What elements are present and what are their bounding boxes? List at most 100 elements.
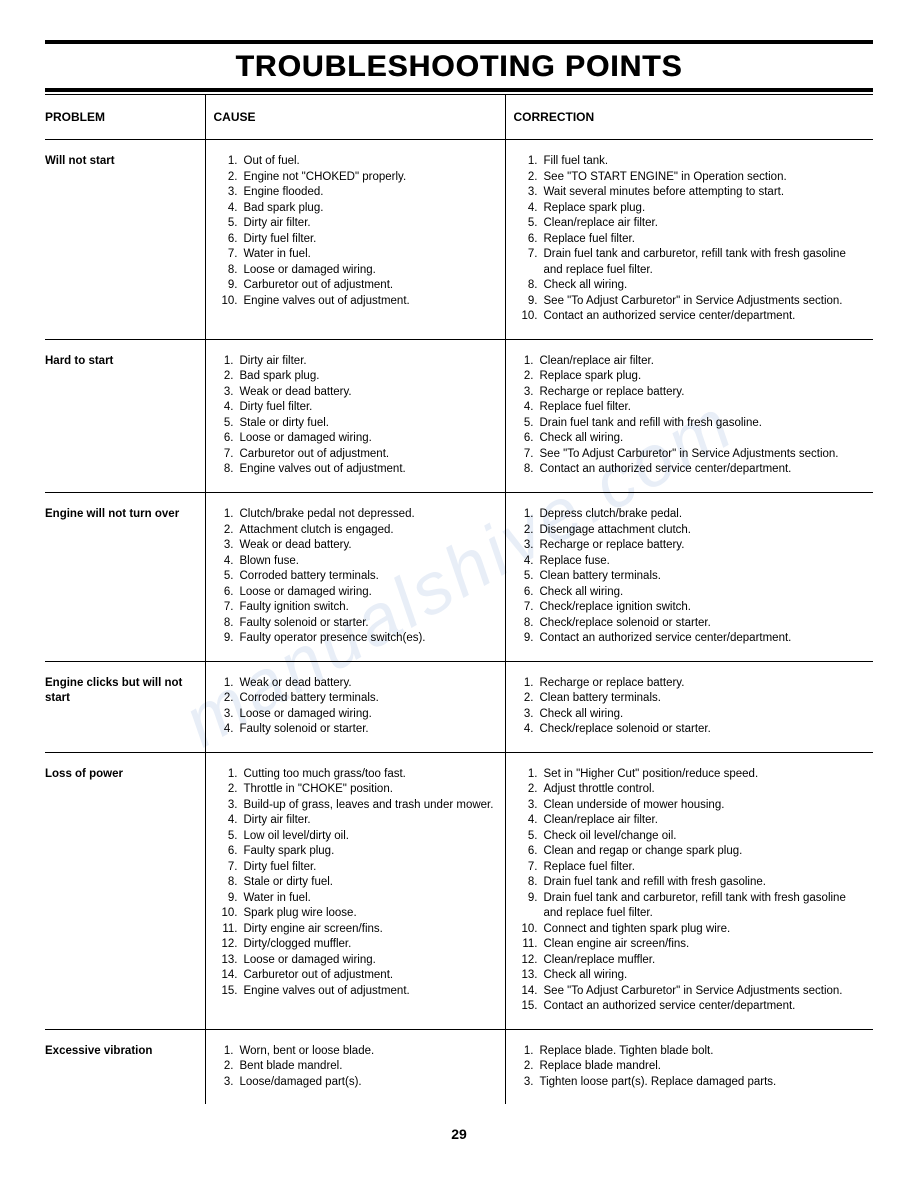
list-text: Clean/replace air filter. (544, 216, 866, 232)
list-number: 1. (514, 767, 544, 783)
list-item: 9.See "To Adjust Carburetor" in Service … (514, 294, 866, 310)
list-text: Recharge or replace battery. (540, 538, 866, 554)
list-number: 4. (514, 722, 540, 738)
problem-cell: Excessive vibration (45, 1029, 205, 1104)
list-number: 5. (514, 416, 540, 432)
list-number: 1. (214, 676, 240, 692)
list-item: 7.Replace fuel filter. (514, 860, 866, 876)
list-number: 5. (214, 416, 240, 432)
list-text: Throttle in "CHOKE" position. (244, 782, 497, 798)
list-text: Bent blade mandrel. (240, 1059, 497, 1075)
list-item: 5.Clean/replace air filter. (514, 216, 866, 232)
list-text: Check/replace ignition switch. (540, 600, 866, 616)
list-text: Tighten loose part(s). Replace damaged p… (540, 1075, 866, 1091)
list-item: 5.Check oil level/change oil. (514, 829, 866, 845)
correction-cell: 1.Fill fuel tank.2.See "TO START ENGINE"… (505, 140, 873, 340)
list-number: 1. (514, 1044, 540, 1060)
problem-label: Excessive vibration (45, 1044, 197, 1060)
numbered-list: 1.Set in "Higher Cut" position/reduce sp… (514, 767, 866, 1015)
list-item: 1.Fill fuel tank. (514, 154, 866, 170)
list-number: 2. (514, 523, 540, 539)
list-text: See "To Adjust Carburetor" in Service Ad… (544, 984, 866, 1000)
list-text: Replace blade mandrel. (540, 1059, 866, 1075)
list-number: 3. (514, 538, 540, 554)
problem-cell: Engine will not turn over (45, 492, 205, 661)
list-text: Loose or damaged wiring. (240, 585, 497, 601)
list-item: 7.Water in fuel. (214, 247, 497, 263)
list-number: 14. (214, 968, 244, 984)
list-number: 4. (514, 813, 544, 829)
list-text: Spark plug wire loose. (244, 906, 497, 922)
list-text: Check all wiring. (544, 968, 866, 984)
list-number: 2. (214, 523, 240, 539)
list-text: See "To Adjust Carburetor" in Service Ad… (540, 447, 866, 463)
list-number: 14. (514, 984, 544, 1000)
list-text: Dirty air filter. (244, 216, 497, 232)
list-number: 2. (514, 1059, 540, 1075)
correction-cell: 1.Depress clutch/brake pedal.2.Disengage… (505, 492, 873, 661)
list-number: 3. (214, 707, 240, 723)
problem-label: Engine clicks but will not start (45, 676, 197, 707)
table-row: Excessive vibration 1.Worn, bent or loose… (45, 1029, 873, 1104)
list-text: Bad spark plug. (244, 201, 497, 217)
list-number: 2. (214, 170, 244, 186)
numbered-list: 1.Out of fuel.2.Engine not "CHOKED" prop… (214, 154, 497, 309)
list-text: Clean/replace air filter. (540, 354, 866, 370)
list-item: 4.Blown fuse. (214, 554, 497, 570)
list-text: Dirty engine air screen/fins. (244, 922, 497, 938)
list-item: 15.Contact an authorized service center/… (514, 999, 866, 1015)
list-number: 6. (514, 431, 540, 447)
list-item: 8.Stale or dirty fuel. (214, 875, 497, 891)
table-row: Hard to start1.Dirty air filter.2.Bad sp… (45, 339, 873, 492)
list-text: Corroded battery terminals. (240, 569, 497, 585)
list-text: Water in fuel. (244, 891, 497, 907)
numbered-list: 1.Worn, bent or loose blade.2.Bent blade… (214, 1044, 497, 1091)
list-number: 1. (514, 676, 540, 692)
list-number: 1. (214, 507, 240, 523)
problem-cell: Will not start (45, 140, 205, 340)
list-text: Bad spark plug. (240, 369, 497, 385)
list-text: See "TO START ENGINE" in Operation secti… (544, 170, 866, 186)
troubleshooting-table: PROBLEM CAUSE CORRECTION Will not start1… (45, 95, 873, 1104)
list-text: Corroded battery terminals. (240, 691, 497, 707)
list-item: 5.Corroded battery terminals. (214, 569, 497, 585)
list-item: 2.Replace spark plug. (514, 369, 866, 385)
list-item: 6.Loose or damaged wiring. (214, 585, 497, 601)
list-number: 6. (214, 844, 244, 860)
list-item: 1.Out of fuel. (214, 154, 497, 170)
list-text: Check oil level/change oil. (544, 829, 866, 845)
list-item: 6.Dirty fuel filter. (214, 232, 497, 248)
list-number: 9. (514, 891, 544, 922)
list-number: 2. (214, 782, 244, 798)
list-number: 5. (514, 216, 544, 232)
list-number: 2. (514, 170, 544, 186)
list-item: 4.Clean/replace air filter. (514, 813, 866, 829)
list-number: 5. (514, 829, 544, 845)
list-number: 8. (514, 278, 544, 294)
list-item: 4.Replace fuse. (514, 554, 866, 570)
table-header-row: PROBLEM CAUSE CORRECTION (45, 95, 873, 140)
list-number: 3. (214, 1075, 240, 1091)
list-text: Faulty operator presence switch(es). (240, 631, 497, 647)
page-number: 29 (45, 1126, 873, 1142)
list-item: 3.Wait several minutes before attempting… (514, 185, 866, 201)
numbered-list: 1.Recharge or replace battery.2.Clean ba… (514, 676, 866, 738)
list-text: Check/replace solenoid or starter. (540, 616, 866, 632)
list-number: 12. (514, 953, 544, 969)
list-number: 3. (514, 707, 540, 723)
table-row: Will not start1.Out of fuel.2.Engine not… (45, 140, 873, 340)
list-text: Build-up of grass, leaves and trash unde… (244, 798, 497, 814)
problem-cell: Loss of power (45, 752, 205, 1029)
list-number: 6. (514, 844, 544, 860)
list-number: 2. (214, 1059, 240, 1075)
list-text: Connect and tighten spark plug wire. (544, 922, 866, 938)
list-item: 8.Engine valves out of adjustment. (214, 462, 497, 478)
correction-cell: 1.Clean/replace air filter.2.Replace spa… (505, 339, 873, 492)
rule-bottom-thick (45, 88, 873, 92)
table-row: Loss of power1.Cutting too much grass/to… (45, 752, 873, 1029)
list-item: 2.Throttle in "CHOKE" position. (214, 782, 497, 798)
list-item: 3.Weak or dead battery. (214, 385, 497, 401)
list-text: Replace spark plug. (540, 369, 866, 385)
numbered-list: 1.Replace blade. Tighten blade bolt.2.Re… (514, 1044, 866, 1091)
problem-cell: Engine clicks but will not start (45, 661, 205, 752)
